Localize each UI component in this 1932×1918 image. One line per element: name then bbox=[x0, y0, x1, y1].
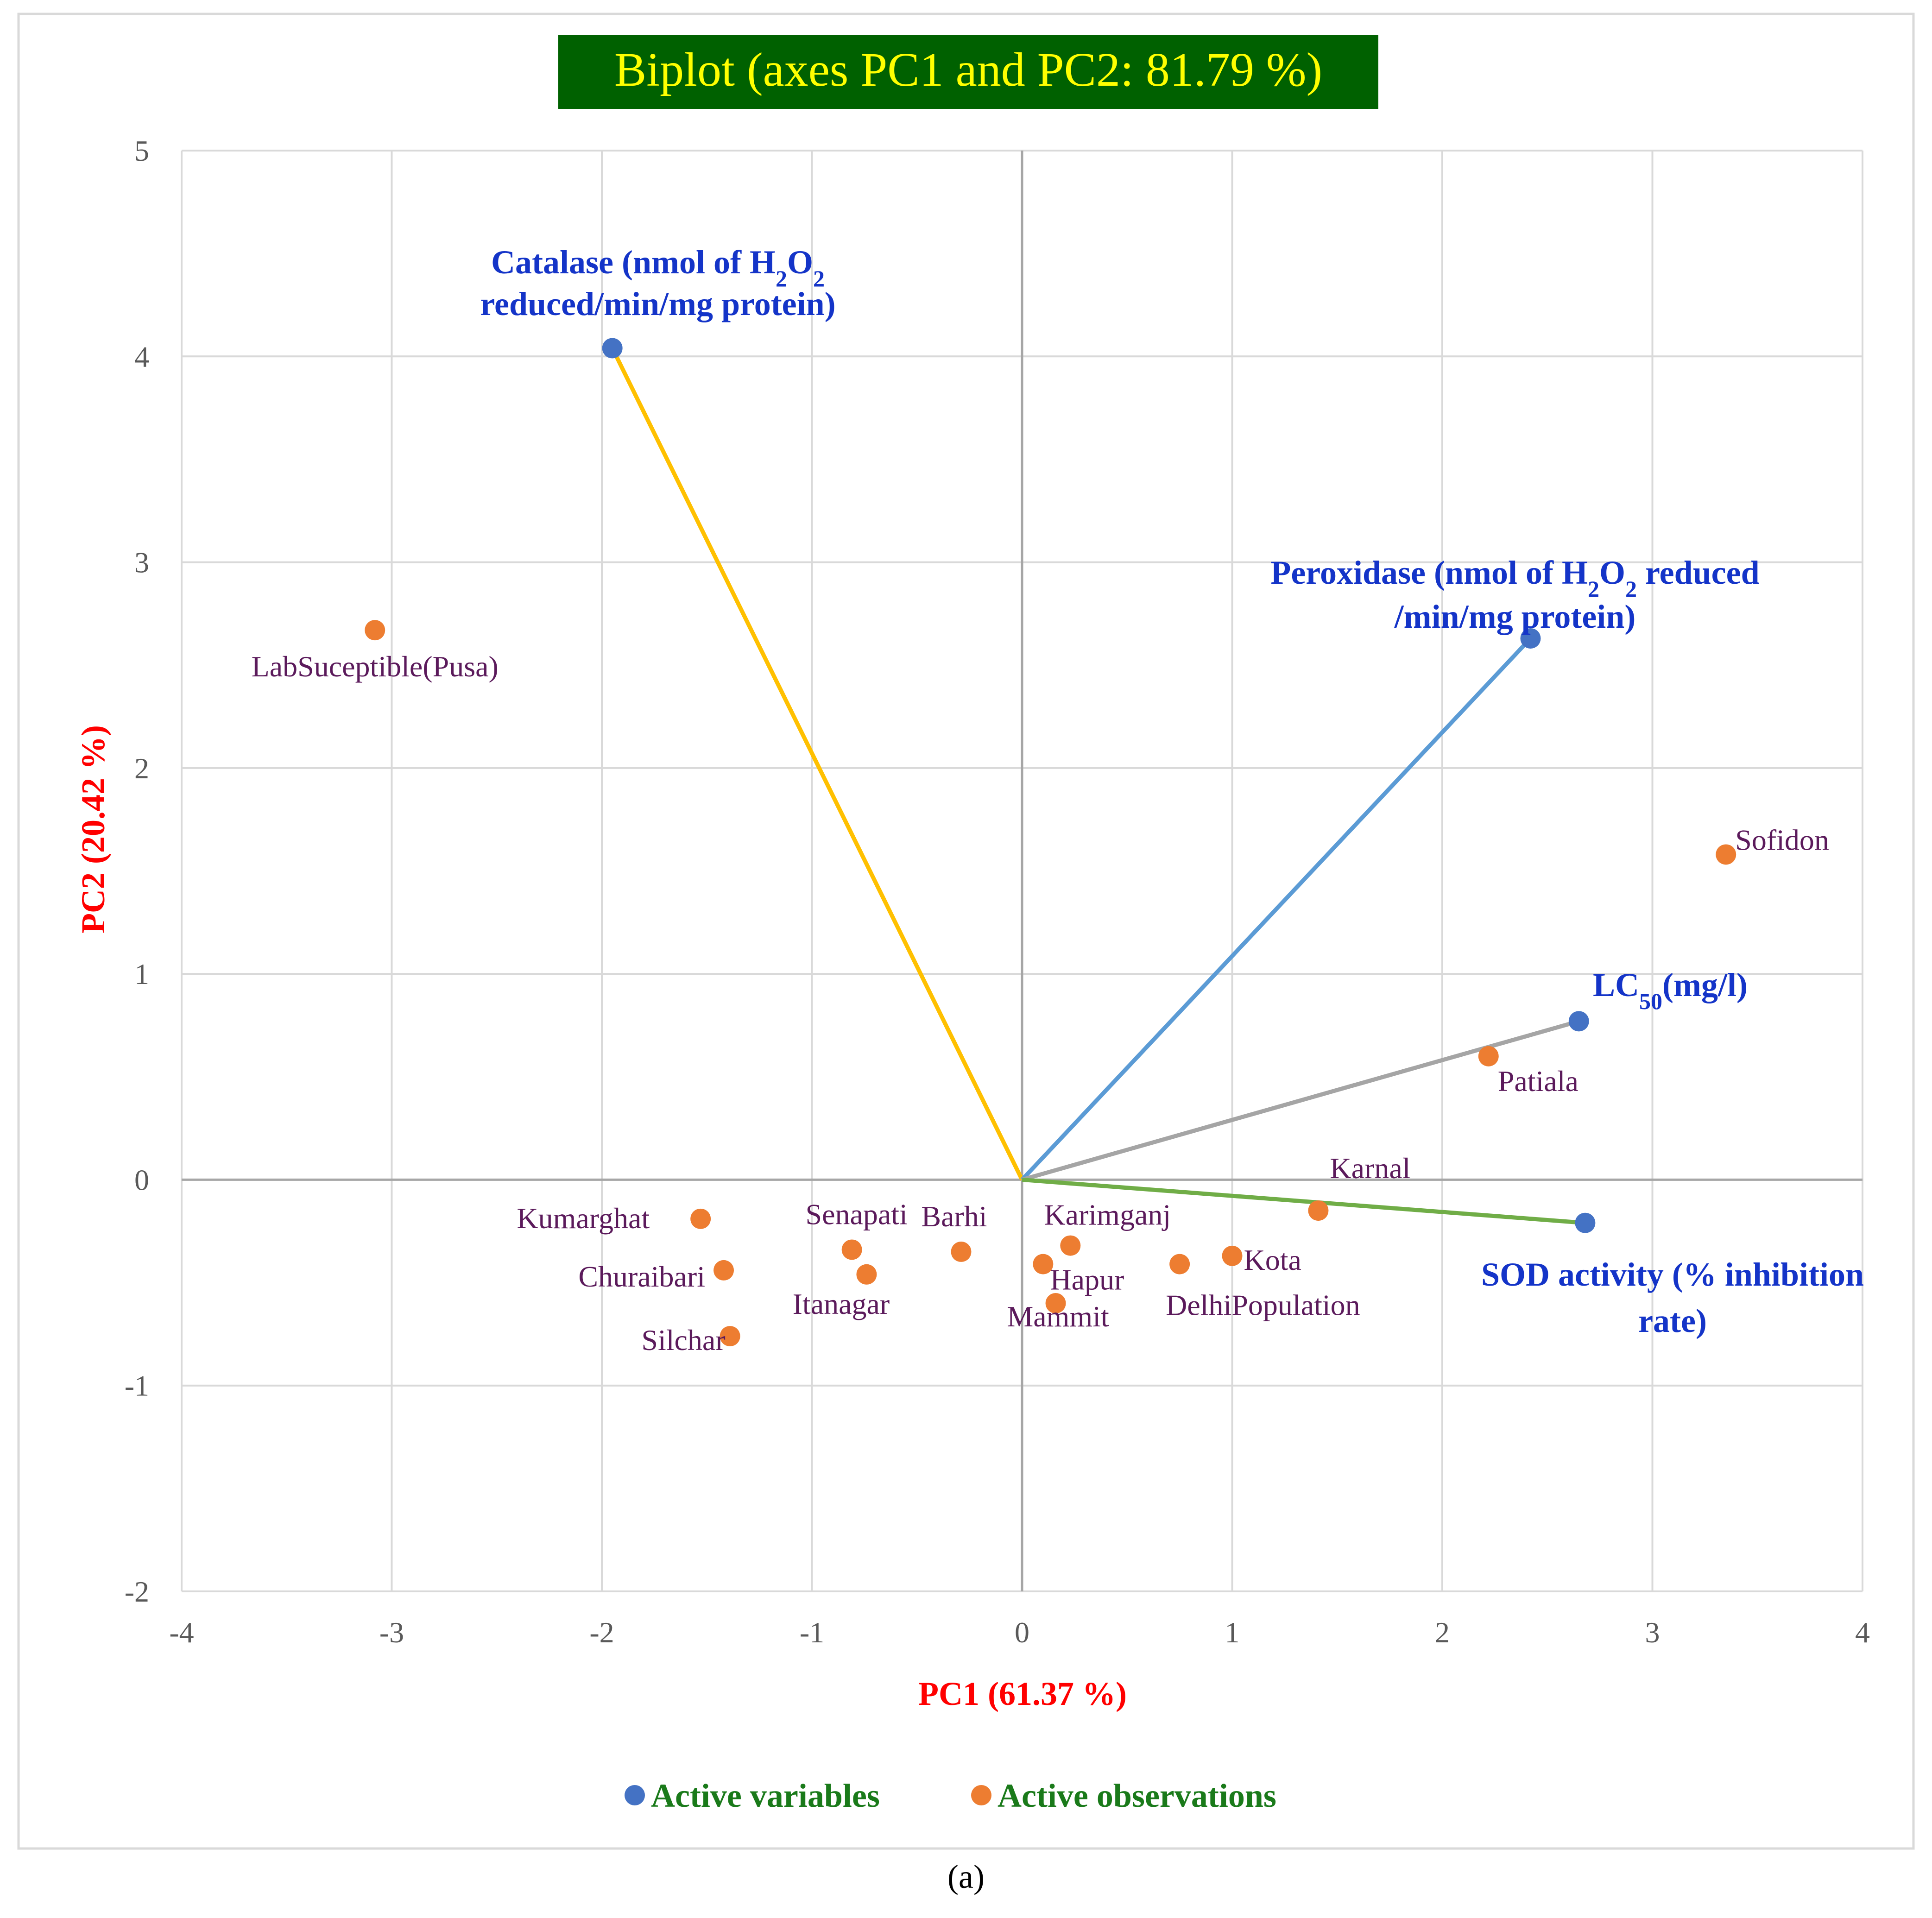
figure-frame bbox=[17, 13, 1915, 1850]
variable-label-sod: SOD activity (% inhibition bbox=[1481, 1256, 1864, 1293]
variable-label-line2-catalase: reduced/min/mg protein) bbox=[480, 285, 835, 322]
observation-point bbox=[1033, 1254, 1054, 1274]
y-tick-label: -1 bbox=[125, 1369, 149, 1402]
vector-sod bbox=[1022, 1177, 1585, 1225]
observation-point bbox=[720, 1326, 740, 1347]
variable-label-peroxidase: Peroxidase (nmol of H2O2 reduced bbox=[1270, 554, 1759, 602]
y-tick-label: 0 bbox=[134, 1163, 149, 1196]
observation-label: Senapati bbox=[805, 1198, 907, 1230]
variable-point-catalase bbox=[602, 338, 623, 359]
observation-label: DelhiPopulation bbox=[1166, 1289, 1360, 1322]
observation-label: Barhi bbox=[921, 1200, 987, 1233]
x-tick-label: -2 bbox=[589, 1616, 614, 1649]
observation-label: Hapur bbox=[1050, 1263, 1124, 1296]
observation-label: Kota bbox=[1244, 1243, 1301, 1276]
legend-variables-label: Active variables bbox=[651, 1777, 880, 1814]
x-tick-label: -3 bbox=[379, 1616, 404, 1649]
observation-label: Karnal bbox=[1330, 1152, 1410, 1185]
observation-label: Karimganj bbox=[1044, 1199, 1171, 1231]
y-tick-label: 1 bbox=[134, 958, 149, 991]
x-tick-label: 3 bbox=[1645, 1616, 1660, 1649]
observation-point bbox=[841, 1239, 862, 1260]
observation-point bbox=[713, 1260, 734, 1281]
observation-point bbox=[1478, 1046, 1499, 1066]
legend-variable-marker bbox=[625, 1785, 645, 1805]
chart-title-box bbox=[558, 35, 1378, 109]
variable-label-catalase: Catalase (nmol of H2O2 bbox=[491, 244, 825, 291]
y-tick-label: 2 bbox=[134, 752, 149, 785]
y-tick-label: 5 bbox=[134, 134, 149, 167]
observation-point bbox=[1222, 1245, 1243, 1266]
observation-label: Patiala bbox=[1498, 1065, 1578, 1098]
variable-label-lc50: LC50(mg/l) bbox=[1593, 966, 1748, 1014]
observation-label: Sofidon bbox=[1735, 823, 1829, 856]
observation-label: Kumarghat bbox=[517, 1202, 650, 1235]
chart-title: Biplot (axes PC1 and PC2: 81.79 %) bbox=[614, 43, 1322, 96]
x-tick-label: 1 bbox=[1225, 1616, 1240, 1649]
vector-catalase bbox=[610, 347, 1024, 1181]
legend-observations-label: Active observations bbox=[998, 1777, 1276, 1814]
observation-point bbox=[1308, 1200, 1329, 1221]
x-tick-label: 0 bbox=[1015, 1616, 1029, 1649]
variable-label-line2-peroxidase: /min/mg protein) bbox=[1394, 598, 1636, 635]
vector-peroxidase bbox=[1020, 637, 1532, 1181]
observation-label: Itanagar bbox=[793, 1287, 890, 1320]
observation-label: LabSuceptible(Pusa) bbox=[252, 650, 499, 683]
y-tick-label: 3 bbox=[134, 546, 149, 579]
y-axis-title: PC2 (20.42 %) bbox=[75, 725, 112, 934]
variable-label-line2-sod: rate) bbox=[1638, 1302, 1707, 1339]
observation-label: Mammit bbox=[1007, 1300, 1109, 1333]
variable-vectors bbox=[610, 347, 1585, 1225]
x-axis-title: PC1 (61.37 %) bbox=[918, 1675, 1127, 1712]
x-tick-label: 2 bbox=[1435, 1616, 1450, 1649]
variable-point-lc50 bbox=[1568, 1011, 1589, 1032]
x-tick-label: -1 bbox=[800, 1616, 824, 1649]
y-tick-label: 4 bbox=[134, 340, 149, 373]
observation-point bbox=[951, 1241, 972, 1262]
observation-point bbox=[1716, 844, 1736, 865]
variable-point-sod bbox=[1575, 1212, 1596, 1233]
x-tick-label: -4 bbox=[169, 1616, 194, 1649]
observation-point bbox=[1060, 1235, 1081, 1256]
observation-point bbox=[1045, 1293, 1066, 1313]
observation-label: Silchar bbox=[641, 1324, 725, 1356]
x-tick-label: 4 bbox=[1855, 1616, 1870, 1649]
observation-point bbox=[1169, 1254, 1190, 1274]
observation-point bbox=[365, 620, 385, 641]
observation-point bbox=[856, 1264, 877, 1285]
legend-observation-marker bbox=[971, 1785, 991, 1805]
variable-point-peroxidase bbox=[1520, 628, 1541, 649]
figure-caption: (a) bbox=[947, 1858, 985, 1895]
data-points bbox=[365, 338, 1736, 1347]
observation-label: Churaibari bbox=[578, 1260, 705, 1293]
y-tick-label: -2 bbox=[125, 1575, 149, 1608]
observation-point bbox=[690, 1208, 711, 1229]
legend: Active variables Active observations bbox=[625, 1777, 1276, 1814]
